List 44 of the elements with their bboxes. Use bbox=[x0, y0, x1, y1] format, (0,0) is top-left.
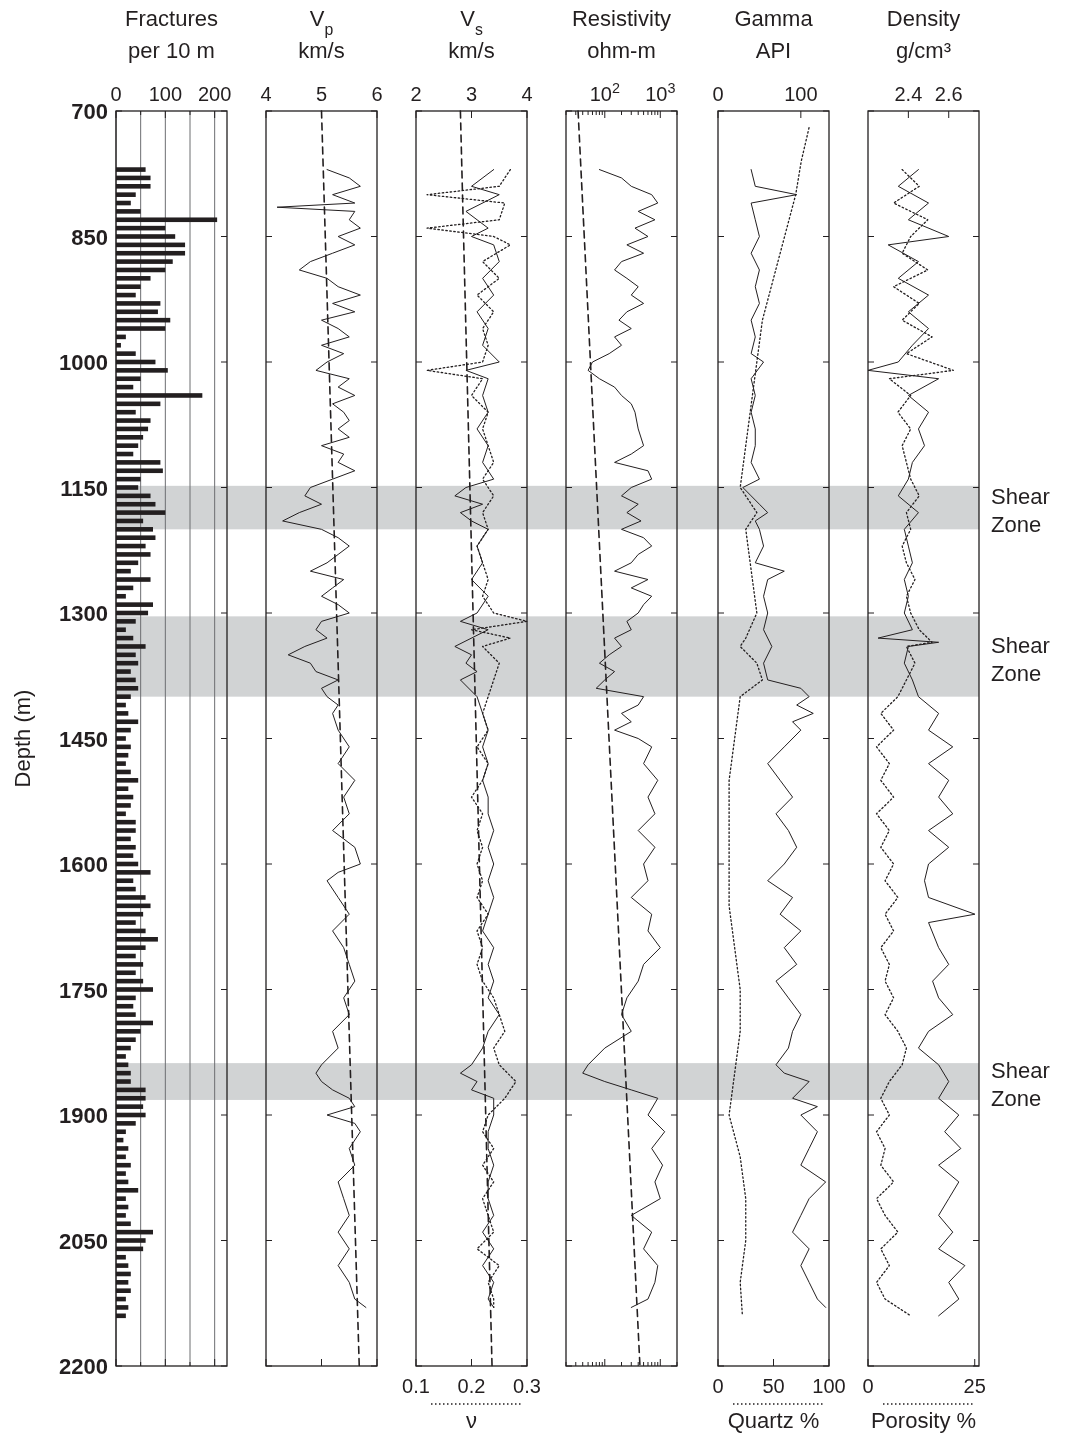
x2-tick-label: 3 bbox=[465, 83, 478, 105]
x2-axis-title: Gamma API bbox=[734, 6, 814, 63]
x-tick-label: 0.2 bbox=[457, 1375, 486, 1397]
x-tick-label: 100 bbox=[812, 1375, 846, 1397]
x-axis-title: Resistivity ohm-m bbox=[571, 6, 672, 63]
x2-tick-label: 2.4 bbox=[894, 83, 923, 105]
y-tick-label: 1300 bbox=[59, 601, 108, 626]
band-label: Shear Zone bbox=[991, 483, 1050, 538]
x-tick-label: 10$^{2}$ bbox=[589, 80, 620, 105]
x-axis-title: ν bbox=[466, 1408, 477, 1433]
y-tick-label: 2050 bbox=[59, 1228, 108, 1254]
y-tick-label: 1600 bbox=[59, 852, 108, 877]
y-tick-label: 1450 bbox=[59, 726, 108, 752]
y-tick-label: 1000 bbox=[59, 350, 108, 375]
x-tick-label: 0.3 bbox=[513, 1375, 541, 1397]
y-tick-label: 850 bbox=[71, 224, 108, 250]
x-axis-title: Fractures per 10 m bbox=[125, 6, 218, 63]
y-tick-label: 700 bbox=[71, 99, 108, 124]
x-axis-title: Porosity % bbox=[870, 1408, 977, 1433]
x-tick-label: 200 bbox=[197, 83, 232, 105]
x-tick-label: 50 bbox=[762, 1375, 785, 1397]
x-tick-label: 0 bbox=[110, 83, 122, 105]
x-tick-label: 10$^{3}$ bbox=[645, 80, 676, 105]
band-label: Shear Zone bbox=[991, 632, 1050, 687]
x-axis-title: Quartz % bbox=[727, 1408, 820, 1433]
x-tick-label: 0 bbox=[712, 1375, 724, 1397]
x2-tick-label: 2.6 bbox=[934, 83, 963, 105]
x-tick-label: 5 bbox=[315, 83, 328, 105]
x-axis-title: V$_{p}$ km/s bbox=[298, 6, 345, 63]
x2-tick-label: 2 bbox=[410, 83, 422, 105]
y-tick-label: 2200 bbox=[59, 1354, 108, 1379]
x-tick-label: 0.1 bbox=[402, 1375, 430, 1397]
x2-axis-title: V$_{s}$ km/s bbox=[448, 6, 495, 63]
x2-axis-title: Density g/cm³ bbox=[886, 6, 961, 63]
x-tick-label: 4 bbox=[260, 83, 272, 105]
band-label: Shear Zone bbox=[991, 1057, 1050, 1112]
y-tick-label: 1150 bbox=[60, 475, 108, 501]
y-tick-label: 1750 bbox=[59, 977, 108, 1003]
x-tick-label: 100 bbox=[148, 83, 183, 105]
y-tick-label: 1900 bbox=[59, 1103, 108, 1128]
x-tick-label: 25 bbox=[963, 1375, 986, 1397]
x-tick-label: 6 bbox=[371, 83, 383, 105]
x-tick-label: 0 bbox=[862, 1375, 874, 1397]
y-axis-title: Depth (m) bbox=[10, 689, 35, 788]
